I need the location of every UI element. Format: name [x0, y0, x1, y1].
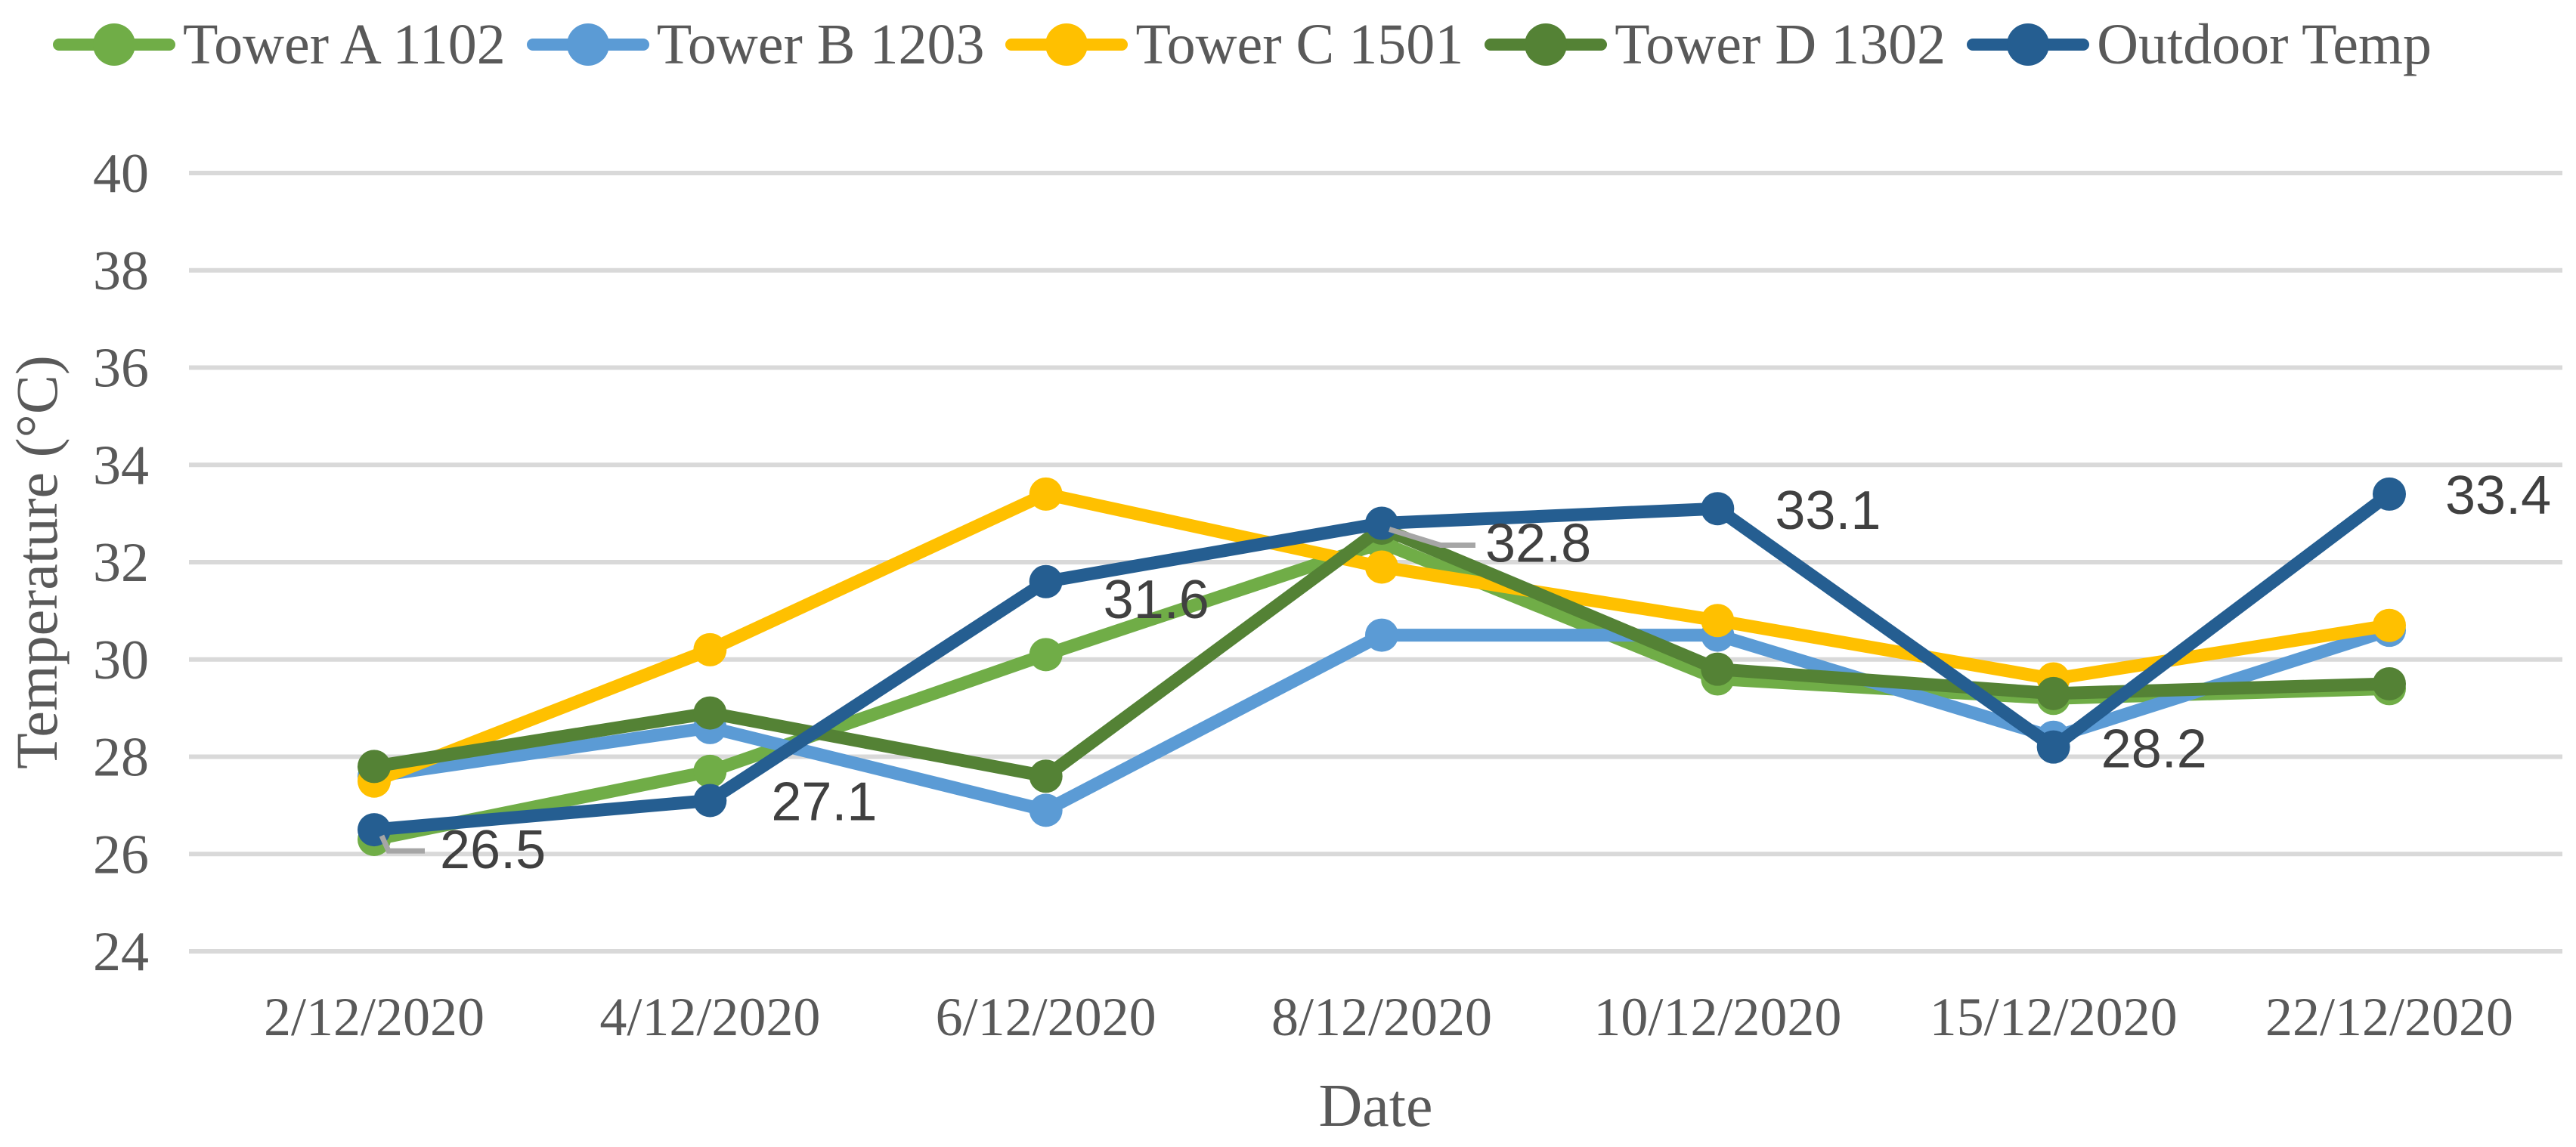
legend-line-marker-icon — [53, 23, 175, 66]
data-label-outdoor-temp-3: 32.8 — [1485, 514, 1591, 574]
data-label-outdoor-temp-1: 27.1 — [771, 771, 877, 832]
y-tick-label-40: 40 — [93, 143, 149, 205]
legend-line-marker-icon — [1967, 23, 2090, 66]
legend-label: Tower B 1203 — [656, 13, 985, 76]
marker-outdoor-temp-4 — [1701, 492, 1735, 526]
data-label-outdoor-temp-0: 26.5 — [440, 820, 546, 880]
x-tick-label-5: 15/12/2020 — [1930, 987, 2178, 1047]
y-tick-label-32: 32 — [93, 532, 149, 594]
marker-tower-d-1302-0 — [358, 750, 391, 784]
data-label-outdoor-temp-2: 31.6 — [1104, 570, 1209, 630]
marker-outdoor-temp-3 — [1364, 506, 1398, 540]
marker-tower-c-1501-3 — [1364, 550, 1398, 584]
y-tick-label-36: 36 — [93, 338, 149, 400]
x-tick-label-4: 10/12/2020 — [1593, 987, 1841, 1047]
marker-tower-c-1501-1 — [693, 632, 727, 666]
x-axis-title: Date — [1318, 1073, 1432, 1139]
legend-label: Tower D 1302 — [1615, 13, 1946, 76]
data-label-outdoor-temp-4: 33.1 — [1775, 481, 1881, 541]
legend-item-tower-c-1501: Tower C 1501 — [1005, 16, 1463, 73]
chart-legend: Tower A 1102 Tower B 1203 Tower C 1501 Towe… — [53, 11, 2540, 79]
y-axis-title: Temperature (°C) — [4, 355, 70, 769]
marker-outdoor-temp-5 — [2036, 730, 2070, 764]
y-tick-label-26: 26 — [93, 824, 149, 886]
marker-tower-c-1501-6 — [2372, 608, 2406, 642]
marker-tower-d-1302-2 — [1029, 759, 1063, 793]
y-tick-label-28: 28 — [93, 727, 149, 789]
legend-line-marker-icon — [1005, 23, 1129, 66]
y-tick-label-24: 24 — [93, 921, 149, 983]
marker-tower-d-1302-5 — [2036, 676, 2070, 710]
legend-item-tower-b-1203: Tower B 1203 — [526, 13, 985, 76]
x-tick-label-2: 6/12/2020 — [936, 987, 1156, 1047]
legend-item-tower-a-1102: Tower A 1102 — [53, 16, 506, 73]
data-label-outdoor-temp-6: 33.4 — [2445, 465, 2551, 526]
marker-tower-c-1501-4 — [1701, 604, 1735, 638]
x-tick-label-0: 2/12/2020 — [264, 987, 485, 1047]
y-tick-label-38: 38 — [93, 240, 149, 302]
marker-tower-d-1302-1 — [693, 696, 727, 730]
marker-outdoor-temp-1 — [693, 784, 727, 818]
legend-item-outdoor-temp: Outdoor Temp — [1967, 16, 2432, 73]
x-tick-label-3: 8/12/2020 — [1271, 987, 1492, 1047]
x-tick-label-6: 22/12/2020 — [2265, 987, 2513, 1047]
marker-tower-d-1302-6 — [2372, 666, 2406, 700]
marker-tower-c-1501-2 — [1029, 477, 1063, 511]
marker-tower-d-1302-4 — [1701, 652, 1735, 686]
legend-label: Tower C 1501 — [1135, 13, 1464, 76]
marker-tower-a-1102-1 — [693, 754, 727, 788]
marker-tower-b-1203-2 — [1029, 793, 1063, 827]
marker-outdoor-temp-6 — [2372, 477, 2406, 511]
y-tick-label-30: 30 — [93, 629, 149, 691]
legend-label: Outdoor Temp — [2097, 13, 2432, 76]
marker-outdoor-temp-2 — [1029, 564, 1063, 598]
marker-tower-b-1203-3 — [1364, 618, 1398, 652]
y-tick-label-34: 34 — [93, 434, 149, 496]
legend-label: Tower A 1102 — [183, 13, 506, 76]
x-tick-label-1: 4/12/2020 — [599, 987, 820, 1047]
data-label-leader-3 — [1388, 527, 1475, 548]
legend-item-tower-d-1302: Tower D 1302 — [1485, 16, 1946, 73]
legend-line-marker-icon — [526, 23, 649, 66]
marker-tower-a-1102-2 — [1029, 638, 1063, 672]
data-label-outdoor-temp-5: 28.2 — [2101, 719, 2207, 780]
legend-line-marker-icon — [1485, 23, 1608, 66]
data-label-leader-0 — [379, 834, 425, 854]
